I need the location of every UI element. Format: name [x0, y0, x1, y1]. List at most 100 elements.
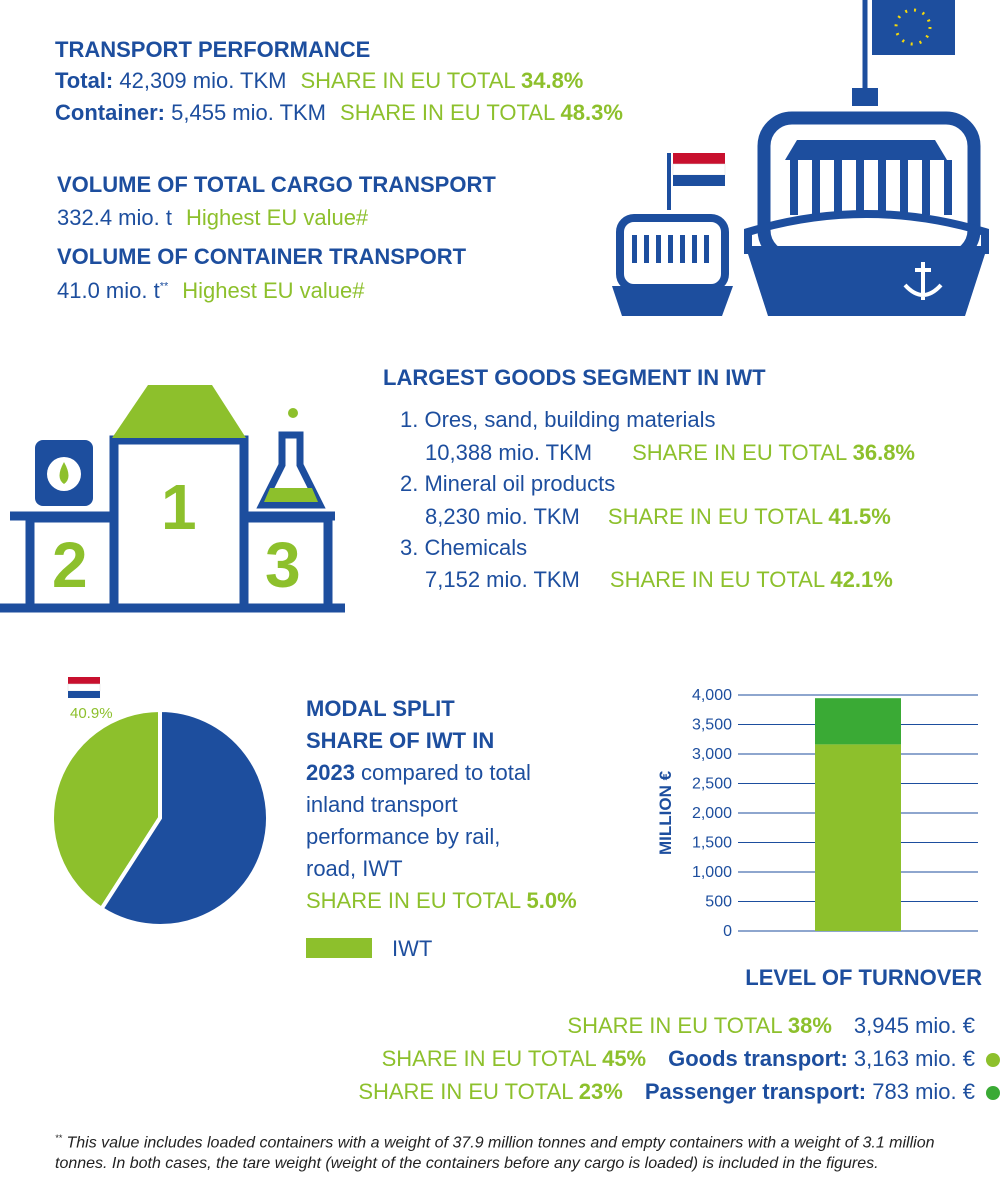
title: LEVEL OF TURNOVER: [745, 965, 982, 990]
item-name: 2. Mineral oil products: [400, 471, 616, 496]
pie-slice: [98, 707, 270, 928]
oil-drop: [59, 462, 69, 484]
text: compared to total inland transport perfo…: [306, 760, 531, 881]
label: Total:: [55, 68, 114, 93]
y-tick-label: 3,500: [692, 717, 732, 734]
deck: [744, 210, 989, 254]
nl-flag: [68, 691, 100, 698]
podium-number: 1: [161, 471, 197, 543]
share-row: SHARE IN EU TOTAL 5.0%: [306, 885, 577, 917]
value: 7,152 mio. TKM: [425, 567, 580, 592]
pie-chart: 40.9% IWT: [50, 705, 432, 961]
y-tick-label: 3,000: [692, 746, 732, 763]
bar-segment: [815, 744, 901, 931]
bar-chart: 0 500 1,000 1,500 2,000 2,500 3,000 3,500 4,000 M…: [656, 687, 978, 940]
nl-flag: [673, 153, 725, 164]
share: 34.8%: [520, 68, 584, 93]
value: 783 mio. €: [872, 1079, 975, 1104]
value-label: 40.9%: [70, 705, 113, 722]
anchor: [903, 262, 943, 300]
container-top: [785, 140, 947, 160]
containers: [632, 235, 709, 263]
share: 42.1%: [830, 567, 893, 592]
row: SHARE IN EU TOTAL 38% 3,945 mio. €: [567, 1013, 975, 1039]
y-axis-label: MILLION €: [656, 770, 675, 855]
value: 332.4 mio. t: [57, 205, 172, 230]
podium-number: 3: [265, 529, 301, 601]
share-label: SHARE IN EU TOTAL: [567, 1013, 782, 1038]
share-label: SHARE IN EU TOTAL: [609, 567, 825, 592]
hook: [852, 88, 878, 106]
footnote: ** This value includes loaded containers…: [55, 1128, 955, 1174]
y-tick-label: 1,000: [692, 864, 732, 881]
row: 7,152 mio. TKM SHARE IN EU TOTAL 42.1%: [425, 567, 893, 593]
modal-split: MODAL SPLIT SHARE OF IWT IN 2023 compared…: [306, 693, 577, 917]
row: 10,388 mio. TKM SHARE IN EU TOTAL 36.8%: [425, 440, 915, 466]
nl-flag: [67, 683, 101, 692]
share: 48.3%: [560, 100, 623, 125]
share: 38%: [787, 1013, 832, 1038]
share: 45%: [602, 1046, 647, 1071]
subtitle: SHARE OF IWT IN: [306, 728, 495, 753]
nl-flag: [68, 677, 100, 684]
passenger-dot: [986, 1086, 1000, 1100]
title: LARGEST GOODS SEGMENT IN IWT: [383, 365, 766, 390]
eu-flag: [872, 0, 955, 55]
flask-liquid: [264, 488, 318, 502]
legend-label: IWT: [392, 936, 432, 961]
mark: **: [55, 1133, 63, 1143]
value: 3,945 mio. €: [853, 1013, 975, 1038]
podium-hat: [112, 385, 246, 438]
label: Container:: [55, 100, 165, 125]
y-tick-label: 2,500: [692, 776, 732, 793]
y-tick-label: 500: [705, 894, 732, 911]
y-tick-label: 2,000: [692, 805, 732, 822]
item-name: 1. Ores, sand, building materials: [400, 407, 716, 432]
value: 41.0 mio. t: [57, 278, 160, 303]
share: 23%: [578, 1079, 623, 1104]
flask: [256, 431, 326, 509]
y-tick-label: 1,500: [692, 835, 732, 852]
value: 42,309 mio. TKM: [119, 68, 287, 93]
share-label: SHARE IN EU TOTAL: [340, 100, 555, 125]
share-label: SHARE IN EU TOTAL: [632, 440, 847, 465]
goods-dot: [986, 1053, 1000, 1067]
row: SHARE IN EU TOTAL 45% Goods transport: 3,…: [382, 1046, 975, 1072]
row: 41.0 mio. t** Highest EU value#: [57, 278, 365, 304]
nl-flag: [672, 163, 726, 176]
share-label: SHARE IN EU TOTAL: [358, 1079, 573, 1104]
podium: [0, 435, 345, 613]
item-name: 3. Chemicals: [400, 535, 528, 560]
share: 36.8%: [852, 440, 915, 465]
value: 8,230 mio. TKM: [425, 504, 580, 529]
title: MODAL SPLIT: [306, 696, 455, 721]
hull: [748, 254, 985, 316]
label: Goods transport:: [668, 1046, 848, 1071]
share: 5.0%: [526, 888, 577, 913]
hull: [612, 286, 733, 316]
row: 8,230 mio. TKM SHARE IN EU TOTAL 41.5%: [425, 504, 891, 530]
note: Highest EU value#: [182, 278, 365, 303]
podium-number: 2: [52, 529, 88, 601]
share-label: SHARE IN EU TOTAL: [381, 1046, 596, 1071]
description: 2023 compared to total inland transport p…: [306, 757, 556, 885]
share-label: SHARE IN EU TOTAL: [300, 68, 515, 93]
title: TRANSPORT PERFORMANCE: [55, 37, 371, 62]
y-tick-label: 4,000: [692, 687, 732, 704]
label: Passenger transport:: [644, 1079, 867, 1104]
row: 332.4 mio. t Highest EU value#: [57, 205, 368, 231]
note: Highest EU value#: [185, 205, 369, 230]
year: 2023: [306, 760, 355, 785]
y-tick-label: 0: [723, 923, 732, 940]
nl-flag: [673, 175, 725, 186]
row: Container: 5,455 mio. TKM SHARE IN EU TOT…: [55, 100, 623, 126]
eu-stars: [894, 8, 932, 46]
share-label: SHARE IN EU TOTAL: [607, 504, 823, 529]
bar-segment: [815, 698, 901, 745]
value: 3,163 mio. €: [853, 1046, 975, 1071]
value: 10,388 mio. TKM: [425, 440, 593, 465]
title: VOLUME OF CONTAINER TRANSPORT: [57, 244, 467, 269]
row: SHARE IN EU TOTAL 23% Passenger transport…: [358, 1079, 975, 1105]
